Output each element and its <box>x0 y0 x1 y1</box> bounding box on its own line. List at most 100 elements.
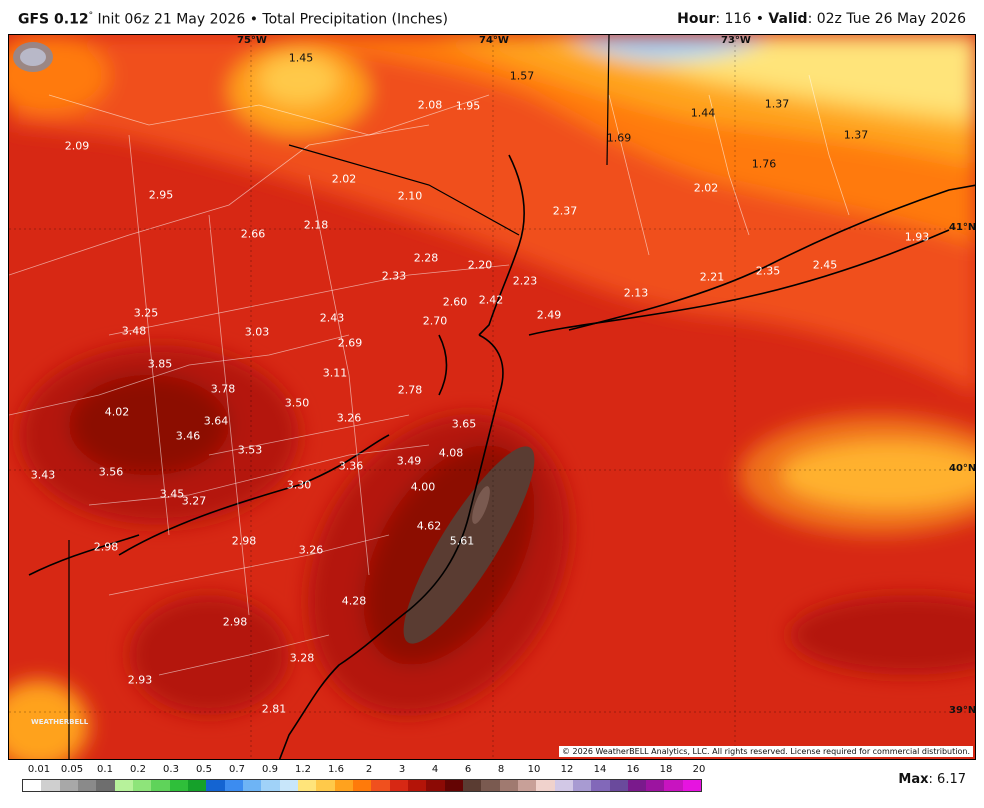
precip-value-label: 3.65 <box>451 417 477 431</box>
precip-value-label: 3.56 <box>98 465 124 479</box>
legend-swatch <box>187 780 207 791</box>
precip-value-label: 2.37 <box>552 204 578 218</box>
legend-labels: 0.01 0.05 0.1 0.2 0.3 0.5 0.7 0.9 1.2 1.6 2 3 4 6 8 10 1… <box>22 764 706 778</box>
legend-swatch <box>206 780 225 791</box>
precip-value-label: 5.61 <box>449 534 475 548</box>
header-bar: GFS 0.12° Init 06z 21 May 2026 • Total P… <box>0 0 984 34</box>
legend-swatch <box>664 780 683 791</box>
legend-tick-label: 0.05 <box>60 764 84 775</box>
legend-swatch <box>132 780 152 791</box>
legend-tick-label: 0.3 <box>163 764 179 775</box>
precip-value-label: 2.98 <box>222 615 248 629</box>
degree-sign: ° <box>88 11 94 21</box>
precip-value-label: 2.09 <box>64 139 90 153</box>
legend-swatch <box>554 780 573 791</box>
lat-label-41n: 41°N <box>949 222 976 233</box>
legend-swatch <box>261 780 280 791</box>
legend-tick-label: 12 <box>560 764 574 775</box>
precip-value-label: 2.33 <box>381 269 407 283</box>
hour-value: : 116 <box>715 11 752 27</box>
precip-value-label: 2.43 <box>319 311 345 325</box>
precip-map[interactable]: 75°W 74°W 73°W 41°N 40°N 39°N 1.45 1.57 1.… <box>8 34 976 760</box>
logo-text: WEATHERBELL <box>31 718 89 726</box>
precip-value-label: 2.93 <box>127 673 153 687</box>
precip-value-label: 2.98 <box>93 540 119 554</box>
weatherbell-logo <box>13 42 53 72</box>
precip-value-label: 2.35 <box>755 264 781 278</box>
precip-value-label: 2.20 <box>467 258 493 272</box>
init-time: Init 06z 21 May 2026 <box>97 11 246 28</box>
copyright-notice: © 2026 WeatherBELL Analytics, LLC. All r… <box>559 746 973 757</box>
precip-value-label: 2.70 <box>422 314 448 328</box>
precip-value-label: 3.28 <box>289 651 315 665</box>
precip-value-label: 2.02 <box>331 172 357 186</box>
precip-value-label: 3.30 <box>286 478 312 492</box>
precip-value-label: 1.76 <box>751 157 777 171</box>
legend-tick-label: 20 <box>692 764 706 775</box>
precip-value-label: 1.45 <box>288 51 314 65</box>
legend-swatch <box>389 780 408 791</box>
precip-value-label: 3.85 <box>147 357 173 371</box>
max-value: Max: 6.17 <box>898 772 966 787</box>
title-bullet: • <box>249 11 258 28</box>
precip-value-label: 1.95 <box>455 99 481 113</box>
legend-tick-label: 1.2 <box>295 764 311 775</box>
legend-tick-label: 0.7 <box>229 764 245 775</box>
precip-value-label: 3.43 <box>30 468 56 482</box>
precip-value-label: 2.98 <box>231 534 257 548</box>
valid-value: : 02z Tue 26 May 2026 <box>807 11 966 27</box>
precip-value-label: 3.49 <box>396 454 422 468</box>
legend-tick-label: 0.9 <box>262 764 278 775</box>
legend-swatch <box>151 780 170 791</box>
precip-value-label: 2.66 <box>240 227 266 241</box>
legend-swatch <box>462 780 482 791</box>
legend-swatch <box>426 780 445 791</box>
precip-value-label: 3.11 <box>322 366 348 380</box>
legend-swatch <box>499 780 518 791</box>
legend-swatch <box>646 780 665 791</box>
precip-value-label: 2.23 <box>512 274 538 288</box>
legend-tick-label: 3 <box>398 764 406 775</box>
precip-value-label: 1.37 <box>843 128 869 142</box>
title-bullet-2: • <box>755 11 764 27</box>
lon-label-73w: 73°W <box>721 35 751 46</box>
county-lines <box>9 74 850 676</box>
legend-tick-label: 8 <box>497 764 505 775</box>
precip-value-label: 2.78 <box>397 383 423 397</box>
legend-swatch <box>96 780 115 791</box>
precip-value-label: 3.36 <box>338 459 364 473</box>
precip-value-label: 2.95 <box>148 188 174 202</box>
legend-tick-label: 4 <box>431 764 439 775</box>
precip-value-label: 4.08 <box>438 446 464 460</box>
legend-tick-label: 0.2 <box>130 764 146 775</box>
precip-value-label: 3.45 <box>159 487 185 501</box>
legend-swatch <box>609 780 628 791</box>
precip-value-label: 4.62 <box>416 519 442 533</box>
legend-tick-label: 1.6 <box>328 764 344 775</box>
precip-value-label: 2.49 <box>536 308 562 322</box>
legend-swatch <box>59 780 78 791</box>
precip-value-label: 2.13 <box>623 286 649 300</box>
legend-swatch <box>114 780 133 791</box>
coastline <box>28 154 975 759</box>
legend-swatch <box>407 780 427 791</box>
precip-value-label: 3.26 <box>336 411 362 425</box>
legend-swatch <box>224 780 243 791</box>
precip-value-label: 1.57 <box>509 69 535 83</box>
legend-swatch <box>536 780 555 791</box>
legend-swatch <box>316 780 335 791</box>
precip-value-label: 4.00 <box>410 480 436 494</box>
lon-label-74w: 74°W <box>479 35 509 46</box>
legend-swatch <box>279 780 298 791</box>
precip-value-label: 2.42 <box>478 293 504 307</box>
precip-value-label: 2.81 <box>261 702 287 716</box>
legend-swatch <box>23 780 42 791</box>
precip-value-label: 3.03 <box>244 325 270 339</box>
precip-value-label: 2.28 <box>413 251 439 265</box>
legend-swatch <box>371 780 390 791</box>
precip-value-label: 2.45 <box>812 258 838 272</box>
legend-tick-label: 10 <box>527 764 541 775</box>
precip-value-label: 2.10 <box>397 189 423 203</box>
legend-swatch <box>297 780 317 791</box>
precip-value-label: 3.78 <box>210 382 236 396</box>
